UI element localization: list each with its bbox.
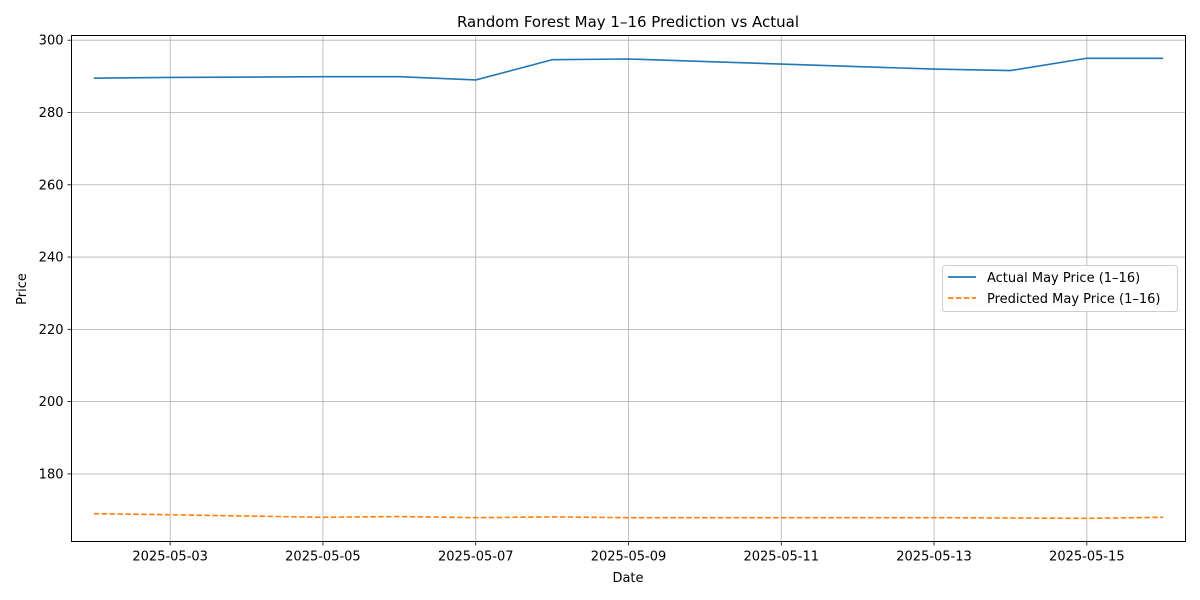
series-lines <box>93 57 1164 520</box>
legend-box <box>942 265 1178 312</box>
y-tick-label: 200 <box>39 395 64 410</box>
chart-title: Random Forest May 1–16 Prediction vs Act… <box>457 13 799 31</box>
y-tick-label: 280 <box>39 106 64 121</box>
series-line-actual <box>93 57 1164 81</box>
y-axis-ticks: 180 200 220 240 260 280 300 <box>39 34 72 482</box>
legend-label-actual: Actual May Price (1–16) <box>987 271 1140 286</box>
series-line-predicted <box>93 512 1164 520</box>
x-tick-label: 2025-05-13 <box>896 550 972 565</box>
legend-label-predicted: Predicted May Price (1–16) <box>987 292 1160 307</box>
x-axis-ticks: 2025-05-03 2025-05-05 2025-05-07 2025-05-09… <box>132 541 1125 565</box>
x-axis-label: Date <box>612 571 643 586</box>
x-tick-label: 2025-05-15 <box>1049 550 1125 565</box>
y-tick-label: 300 <box>39 34 64 49</box>
grid <box>71 35 1186 542</box>
y-axis-label: Price <box>15 273 30 305</box>
x-tick-label: 2025-05-03 <box>132 550 208 565</box>
y-tick-label: 260 <box>39 178 64 193</box>
x-tick-label: 2025-05-11 <box>743 550 819 565</box>
legend: Actual May Price (1–16) Predicted May Pr… <box>942 265 1178 312</box>
y-tick-label: 180 <box>39 467 64 482</box>
x-tick-label: 2025-05-07 <box>438 550 514 565</box>
y-tick-label: 240 <box>39 251 64 266</box>
x-tick-label: 2025-05-09 <box>591 550 667 565</box>
y-tick-label: 220 <box>39 323 64 338</box>
x-tick-label: 2025-05-05 <box>285 550 361 565</box>
